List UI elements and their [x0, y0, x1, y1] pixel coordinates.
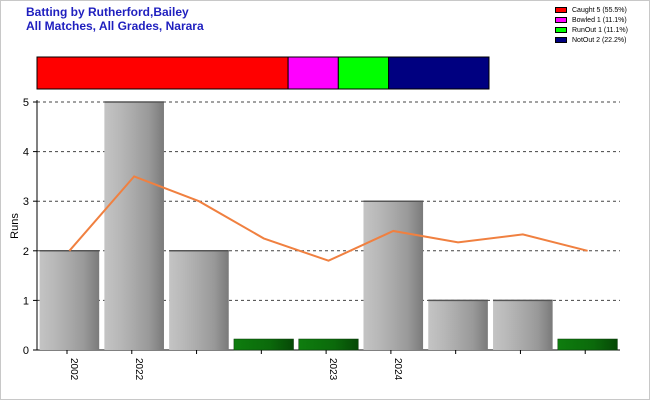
trend-line — [68, 175, 588, 262]
y-tick-label: 4 — [23, 147, 29, 159]
legend: Caught 5 (55.5%) Bowled 1 (11.1%) RunOut 1… — [555, 5, 628, 45]
breakdown-segment — [337, 56, 390, 90]
x-tick-label: 2002 — [68, 358, 79, 381]
y-tick-label: 5 — [23, 97, 29, 109]
y-tick-label: 0 — [23, 345, 29, 357]
x-tick-label: 2022 — [133, 358, 144, 381]
y-tick-label: 3 — [23, 196, 29, 208]
legend-item: Caught 5 (55.5%) — [555, 5, 628, 15]
legend-swatch — [555, 27, 567, 33]
legend-label: RunOut 1 (11.1%) — [572, 26, 628, 34]
bar-not-out — [557, 338, 618, 351]
x-tick-label: 2023 — [327, 358, 338, 381]
breakdown-segment — [287, 56, 339, 90]
legend-swatch — [555, 17, 567, 23]
bar — [363, 201, 424, 350]
legend-label: NotOut 2 (22.2%) — [572, 36, 627, 44]
legend-item: NotOut 2 (22.2%) — [555, 35, 628, 45]
legend-item: RunOut 1 (11.1%) — [555, 25, 628, 35]
bar-not-out — [298, 338, 359, 351]
legend-label: Bowled 1 (11.1%) — [572, 16, 627, 24]
bar — [493, 300, 553, 350]
bar — [428, 300, 488, 350]
legend-swatch — [555, 37, 567, 43]
legend-swatch — [555, 7, 567, 13]
breakdown-segment — [388, 56, 490, 90]
bar — [169, 250, 229, 350]
legend-label: Caught 5 (55.5%) — [572, 6, 627, 14]
x-tick-label: 2024 — [392, 358, 403, 381]
breakdown-segment — [36, 56, 289, 90]
bar-not-out — [233, 338, 294, 351]
bar — [39, 250, 100, 350]
chart-subtitle: All Matches, All Grades, Narara — [26, 19, 204, 33]
y-tick-label: 1 — [23, 295, 29, 307]
bar — [104, 102, 164, 350]
y-tick-label: 2 — [23, 246, 29, 258]
chart-title: Batting by Rutherford,Bailey — [26, 5, 189, 19]
legend-item: Bowled 1 (11.1%) — [555, 15, 628, 25]
y-axis-label: Runs — [9, 213, 21, 239]
